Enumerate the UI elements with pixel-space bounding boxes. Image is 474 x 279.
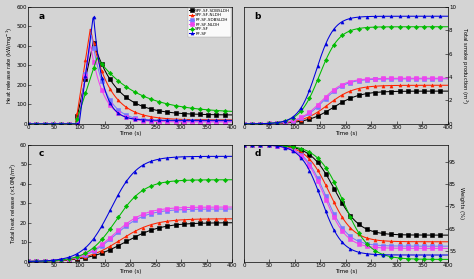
SPF-SF-NLDH (229, 118, 235, 122)
SPF-SF-SDBSLDH (91, 41, 97, 44)
Text: b: b (254, 11, 261, 21)
PF-SF-NLDH (229, 120, 235, 124)
SPF-SF-SDBSLDH (151, 108, 156, 111)
PF-SF (25, 122, 31, 126)
SPF-SF-SDBSLDH (229, 113, 235, 117)
Text: c: c (38, 149, 44, 158)
SPF-SF (229, 110, 235, 113)
PF-SF-NLDH (147, 119, 153, 123)
X-axis label: Time (s): Time (s) (335, 269, 357, 274)
Line: PF-SF: PF-SF (27, 16, 234, 125)
SPF-SF-NLDH (147, 115, 153, 118)
PF-SF (151, 119, 156, 122)
SPF-SF-NLDH (87, 28, 93, 31)
X-axis label: Time (s): Time (s) (119, 131, 141, 136)
Line: SPF-SF-NLDH: SPF-SF-NLDH (27, 28, 234, 125)
SPF-SF (94, 56, 100, 59)
X-axis label: Time (s): Time (s) (335, 131, 357, 136)
Y-axis label: Total heat release (×10MJ/m$^2$): Total heat release (×10MJ/m$^2$) (9, 162, 18, 244)
Y-axis label: Total smoke production (m$^2$): Total smoke production (m$^2$) (459, 27, 469, 104)
X-axis label: Time (s): Time (s) (119, 269, 141, 274)
Line: SPF-SF: SPF-SF (27, 56, 234, 125)
SPF-SF-NLDH (198, 118, 204, 121)
PF-SF-NLDH (211, 120, 217, 124)
SPF-SF-SDBSLDH (147, 107, 153, 110)
Line: PF-SF-SDBSLDH: PF-SF-SDBSLDH (27, 34, 234, 125)
SPF-SF-SDBSLDH (25, 122, 31, 126)
SPF-SF-SDBSLDH (211, 113, 217, 116)
SPF-SF-NLDH (25, 122, 31, 126)
PF-SF-NLDH (87, 43, 93, 47)
PF-SF (147, 119, 153, 122)
SPF-SF-SDBSLDH (198, 113, 204, 116)
SPF-SF-NLDH (211, 118, 217, 122)
PF-SF (26, 122, 32, 126)
PF-SF-SDBSLDH (26, 122, 32, 126)
SPF-SF-SDBSLDH (147, 107, 153, 110)
Text: d: d (254, 149, 261, 158)
PF-SF (91, 15, 97, 19)
Y-axis label: Heat release rate (kW/mg$^{-1}$): Heat release rate (kW/mg$^{-1}$) (5, 27, 15, 104)
SPF-SF (198, 107, 204, 111)
Legend: SPF-SF-SDBSLDH, SPF-SF-NLDH, PF-SF-SDBSLDH, PF-SF-NLDH, SPF-SF, PF-SF: SPF-SF-SDBSLDH, SPF-SF-NLDH, PF-SF-SDBSL… (188, 8, 231, 37)
Text: a: a (38, 11, 45, 21)
SPF-SF (147, 97, 153, 100)
Y-axis label: Weights (%): Weights (%) (459, 187, 464, 219)
SPF-SF (151, 98, 156, 102)
PF-SF-NLDH (151, 120, 156, 123)
PF-SF-SDBSLDH (211, 120, 217, 123)
SPF-SF (147, 97, 153, 100)
SPF-SF-NLDH (26, 122, 32, 126)
SPF-SF-NLDH (151, 116, 156, 119)
PF-SF (211, 119, 217, 122)
PF-SF-NLDH (198, 120, 204, 124)
Line: PF-SF-NLDH: PF-SF-NLDH (27, 43, 234, 125)
PF-SF (229, 119, 235, 122)
PF-SF-NLDH (25, 122, 31, 126)
PF-SF-SDBSLDH (147, 119, 153, 122)
PF-SF-SDBSLDH (25, 122, 31, 126)
PF-SF-SDBSLDH (198, 120, 204, 123)
PF-SF-SDBSLDH (147, 119, 153, 122)
PF-SF (147, 119, 153, 122)
Line: SPF-SF-SDBSLDH: SPF-SF-SDBSLDH (27, 41, 234, 125)
SPF-SF (25, 122, 31, 126)
SPF-SF-SDBSLDH (26, 122, 32, 126)
PF-SF-SDBSLDH (229, 120, 235, 123)
SPF-SF (26, 122, 32, 126)
SPF-SF-NLDH (147, 115, 153, 118)
PF-SF-NLDH (147, 119, 153, 123)
SPF-SF (211, 109, 217, 112)
PF-SF-SDBSLDH (151, 119, 156, 122)
PF-SF (198, 119, 204, 122)
PF-SF-SDBSLDH (89, 34, 94, 37)
PF-SF-NLDH (26, 122, 32, 126)
